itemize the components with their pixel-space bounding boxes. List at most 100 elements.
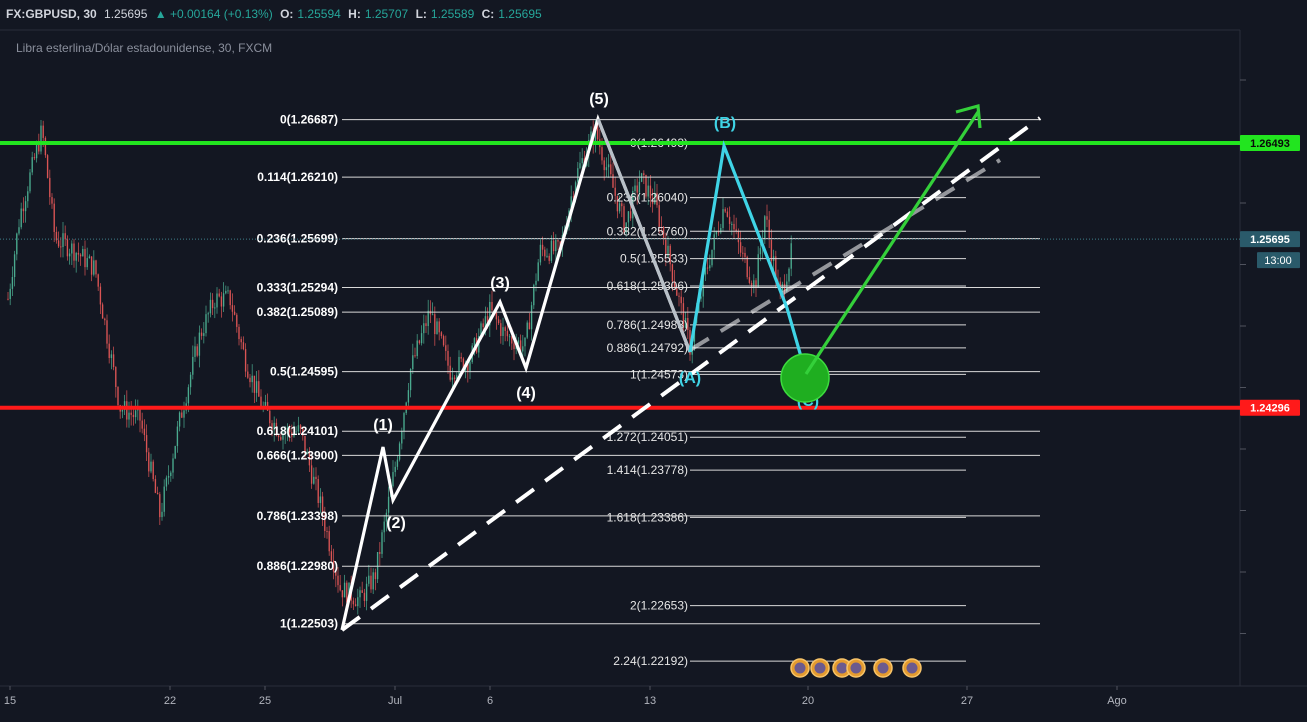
candle-body [244, 349, 247, 372]
candle-body [170, 472, 172, 476]
candle-body [196, 346, 198, 356]
fib-second-label: 0.886(1.24792) [607, 341, 688, 355]
candle-body [271, 423, 273, 431]
price-axis: 1.26493 1.25695 1.24296 13:00 [1240, 135, 1300, 416]
candle-body [299, 425, 302, 429]
candle-body [750, 282, 753, 288]
candle-body [720, 227, 722, 233]
candle-body [680, 296, 682, 304]
candle-body [469, 362, 471, 372]
candle-body [159, 494, 161, 518]
candle-body [423, 323, 425, 334]
candle-body [431, 314, 434, 316]
candle-body [260, 396, 262, 409]
candle-body [790, 243, 792, 269]
candle-body [605, 167, 608, 171]
candle-body [557, 239, 559, 242]
fib-main-label: 0.786(1.23398) [257, 509, 338, 523]
last-price: 1.25695 [104, 7, 148, 21]
candle-body [352, 600, 355, 605]
candle-body [717, 231, 720, 233]
candle-body [203, 333, 205, 336]
price-change: ▲ +0.00164 (+0.13%) [154, 7, 273, 21]
time-tick-label: 25 [259, 695, 271, 707]
resistance-price-tag: 1.26493 [1250, 138, 1290, 150]
candle-body [86, 258, 88, 268]
candle-body [44, 137, 47, 156]
candle-body [451, 377, 454, 380]
candle-body [167, 475, 170, 478]
candle-body [687, 317, 689, 330]
candle-body [187, 387, 190, 404]
symbol-label[interactable]: FX:GBPUSD, 30 [6, 7, 97, 21]
candle-body [715, 231, 718, 235]
candle-body [638, 181, 641, 193]
candle-body [183, 410, 185, 418]
candle-body [79, 254, 82, 257]
candle-body [511, 336, 513, 344]
candle-body [99, 286, 102, 305]
candle-body [403, 413, 405, 431]
target-circle [780, 353, 830, 403]
candle-body [418, 340, 421, 344]
low-label: L: [415, 7, 427, 21]
candle-body [7, 298, 9, 300]
candle-body [258, 381, 260, 397]
candle-body [775, 256, 777, 281]
candle-body [22, 208, 25, 212]
candle-body [240, 339, 242, 343]
candle-body [788, 268, 790, 282]
time-tick-label: Ago [1107, 695, 1127, 707]
candle-body [249, 377, 251, 383]
chart-title: Libra esterlina/Dólar estadounidense, 30… [16, 41, 272, 55]
candle-body [447, 350, 449, 366]
candle-body [222, 293, 225, 307]
fib-main-label: 1(1.22503) [280, 617, 338, 631]
candle-body [310, 465, 313, 484]
candle-body [335, 571, 337, 576]
candle-body [60, 246, 62, 248]
candle-body [207, 313, 209, 315]
close-value: 1.25695 [498, 7, 542, 21]
candle-body [218, 293, 220, 297]
candle-body [434, 314, 436, 335]
candle-body [104, 318, 106, 321]
wave-label: (A) [679, 370, 701, 387]
candle-body [291, 432, 293, 437]
candle-body [574, 182, 577, 197]
candle-body [132, 414, 135, 418]
candle-body [93, 260, 95, 275]
candle-body [409, 369, 412, 391]
candle-body [141, 420, 143, 429]
current-price-tag-bg [1240, 231, 1300, 248]
candle-body [71, 243, 73, 254]
candle-body [55, 231, 58, 241]
candle-body [315, 476, 317, 480]
candle-body [528, 322, 531, 330]
candle-body [533, 284, 535, 306]
candle-body [253, 375, 256, 393]
candle-body [90, 256, 93, 275]
candle-body [445, 345, 447, 351]
candle-body [491, 301, 493, 311]
candle-body [590, 131, 592, 140]
candle-body [425, 323, 427, 327]
candle-body [764, 216, 766, 239]
candle-body [394, 466, 396, 473]
candle-body [163, 486, 165, 512]
candle-body [302, 428, 304, 436]
fib-second-label: 1(1.24573) [630, 367, 688, 381]
candle-body [669, 245, 671, 265]
fib-second-label: 2.24(1.22192) [613, 654, 688, 668]
candle-body [570, 196, 572, 211]
candle-body [220, 296, 223, 307]
candle-body [467, 363, 469, 372]
candle-body [456, 375, 458, 380]
candle-body [768, 219, 770, 239]
candle-body [392, 472, 394, 487]
candle-body [676, 287, 678, 296]
candle-body [502, 327, 504, 336]
candle-body [458, 356, 460, 376]
candle-body [117, 386, 119, 406]
